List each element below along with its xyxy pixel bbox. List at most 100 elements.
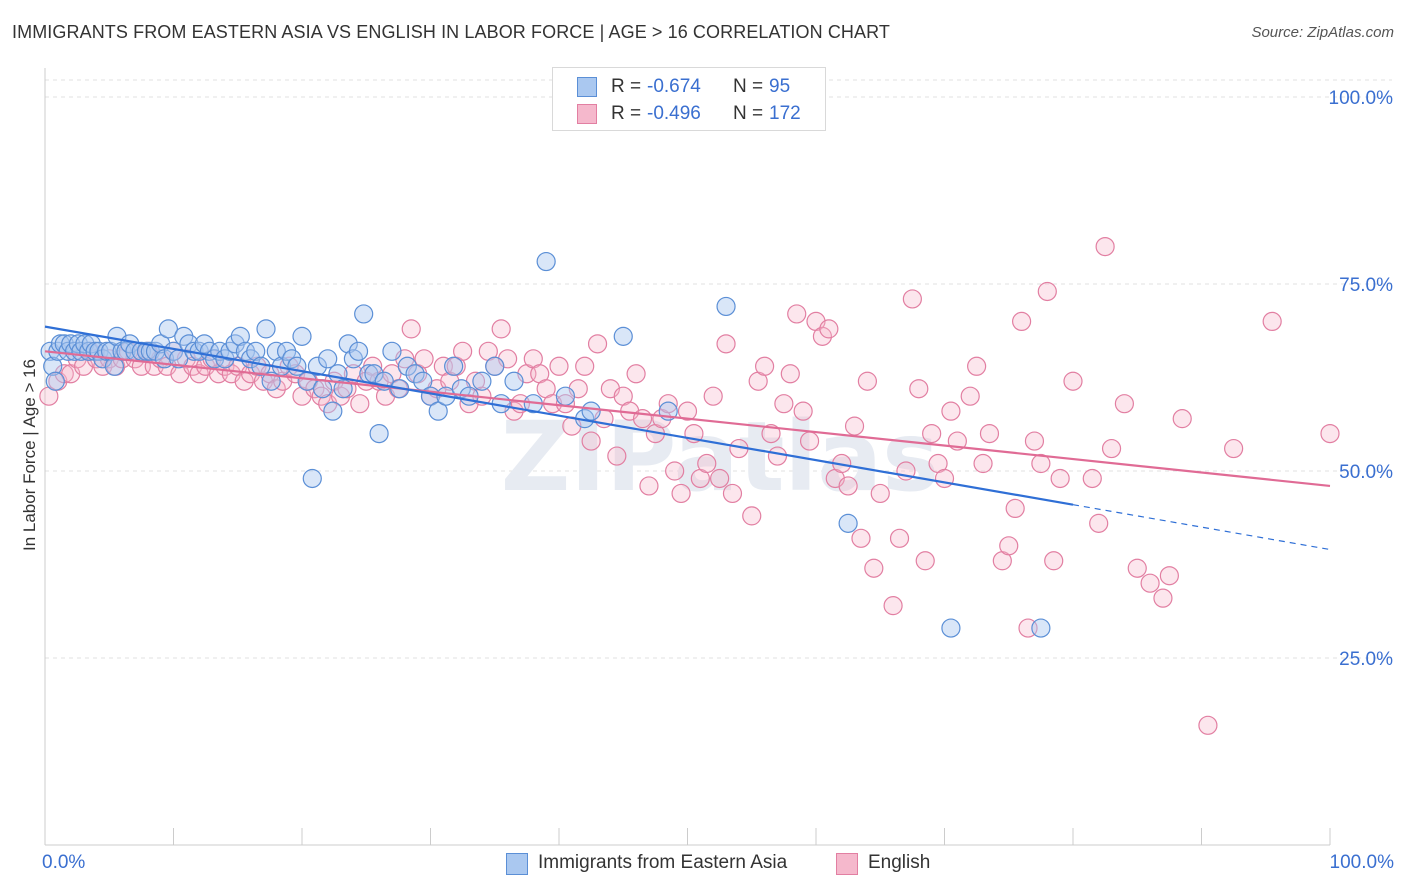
english-point (710, 468, 730, 489)
english-point (1114, 394, 1135, 414)
english-point (787, 304, 807, 324)
english-point (960, 386, 980, 406)
eastern-asia-point (312, 379, 333, 399)
english-point (819, 319, 839, 339)
eastern-asia-point (1031, 618, 1051, 638)
english-point (1011, 311, 1032, 331)
n-value: 172 (769, 103, 801, 124)
english-point (922, 424, 942, 444)
english-point (799, 431, 820, 451)
english-point (979, 424, 1000, 444)
english-point (889, 528, 910, 548)
y-tick-label: 75.0% (1339, 275, 1393, 296)
english-point (697, 453, 717, 474)
eastern-asia-point (354, 304, 374, 324)
watermark: ZIPatlas (501, 401, 940, 513)
english-point (1089, 513, 1109, 533)
english-point (1140, 573, 1160, 593)
english-point (658, 394, 678, 414)
english-point (870, 483, 890, 504)
eastern-asia-point (230, 326, 250, 346)
eastern-asia-point (382, 341, 402, 361)
english-point (883, 596, 903, 616)
correlation-legend: R = -0.674 N = 95 R = -0.496 N = 172 (552, 67, 826, 131)
eastern-asia-point (555, 386, 576, 406)
eastern-asia-point (292, 326, 312, 346)
y-tick-label: 100.0% (1329, 88, 1394, 109)
english-point (575, 356, 595, 376)
english-point (1005, 498, 1025, 518)
english-point (864, 558, 884, 578)
legend-swatch-pink (836, 853, 858, 875)
eastern-asia-point (302, 468, 322, 489)
eastern-asia-point (369, 424, 389, 444)
legend-label: English (868, 852, 931, 873)
eastern-asia-point (158, 319, 178, 339)
eastern-asia-point (333, 379, 353, 399)
english-point (851, 528, 871, 548)
english-point (941, 401, 961, 421)
english-point (1050, 468, 1070, 489)
english-point (1063, 371, 1083, 391)
english-point (1082, 468, 1102, 489)
english-point (1198, 715, 1218, 735)
english-point (555, 394, 576, 414)
english-point (549, 356, 569, 376)
eastern-asia-point (405, 364, 425, 384)
eastern-asia-point (838, 513, 858, 533)
english-point (902, 289, 922, 309)
english-point (838, 476, 858, 496)
english-point (1127, 558, 1147, 578)
x-tick-max: 100.0% (1329, 852, 1394, 873)
n-label: N = (733, 76, 764, 97)
english-point (330, 386, 351, 406)
english-points (39, 237, 1340, 735)
eastern-asia-point (472, 371, 492, 391)
legend-label: Immigrants from Eastern Asia (538, 852, 788, 873)
english-point (973, 453, 993, 474)
english-point (857, 371, 878, 391)
eastern-asia-point (261, 371, 281, 391)
english-point (703, 386, 723, 406)
english-point (665, 461, 685, 481)
eastern-asia-trend-extension (1072, 504, 1331, 551)
english-point (742, 506, 762, 526)
eastern-asia-point (43, 356, 63, 376)
english-point (1224, 438, 1244, 459)
eastern-asia-point (941, 618, 961, 638)
n-value: 95 (769, 76, 791, 97)
english-point (999, 536, 1019, 556)
english-point (754, 356, 775, 376)
r-label: R = (611, 76, 642, 97)
eastern-asia-point (613, 326, 633, 346)
english-point (774, 394, 794, 414)
english-point (761, 424, 781, 444)
eastern-asia-point (45, 371, 65, 391)
eastern-asia-point (485, 356, 505, 376)
english-point (915, 551, 935, 571)
english-point (453, 341, 473, 361)
english-point (1095, 237, 1115, 257)
english-point (491, 319, 511, 339)
eastern-asia-point (444, 356, 464, 376)
english-point (909, 379, 929, 399)
chart-title: IMMIGRANTS FROM EASTERN ASIA VS ENGLISH … (12, 22, 890, 42)
eastern-asia-point (338, 334, 358, 354)
eastern-asia-point (323, 401, 343, 421)
english-point (780, 364, 800, 384)
english-point (414, 349, 434, 369)
eastern-asia-point (256, 319, 276, 339)
eastern-asia-point (536, 251, 556, 272)
english-point (587, 334, 608, 354)
axes (44, 68, 1331, 846)
trend-lines (44, 325, 1331, 551)
english-point (793, 401, 813, 421)
eastern-asia-trend-line (44, 325, 1074, 506)
r-value: -0.496 (647, 103, 701, 124)
english-point (1262, 311, 1282, 331)
english-point (581, 431, 601, 451)
eastern-asia-point (318, 349, 338, 369)
r-value: -0.674 (647, 76, 701, 97)
english-point (1153, 588, 1173, 608)
